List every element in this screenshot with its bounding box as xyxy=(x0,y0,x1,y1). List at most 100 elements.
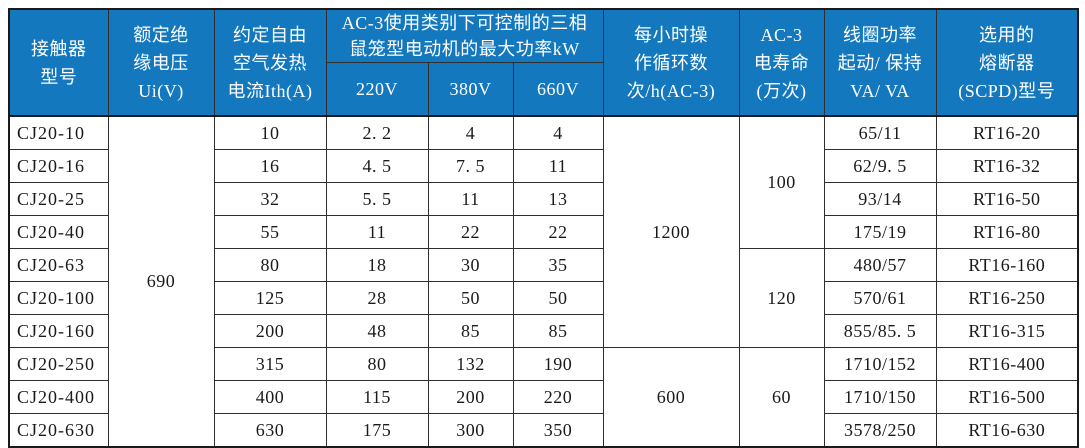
cell-power-380v: 11 xyxy=(427,182,514,216)
cell-fuse-type: RT16-630 xyxy=(935,413,1079,448)
cell-coil-power: 65/11 xyxy=(823,115,937,150)
cell-thermal-current: 630 xyxy=(213,413,327,448)
cell-model: CJ20-16 xyxy=(8,149,109,183)
cell-power-220v: 18 xyxy=(325,248,429,282)
table-body: CJ20-10 690 10 2. 2 4 4 1200 100 65/11 R… xyxy=(8,115,1079,448)
header-text-line: AC-3使用类别下可控制的三相 xyxy=(341,13,588,33)
table-row: CJ20-250 315 80 132 190 600 60 1710/152 … xyxy=(8,347,1079,448)
cell-thermal-current: 315 xyxy=(213,347,327,381)
cell-power-380v: 85 xyxy=(427,314,514,348)
cell-power-220v: 11 xyxy=(325,215,429,249)
cell-power-660v: 85 xyxy=(512,314,604,348)
table-row: CJ20-10 690 10 2. 2 4 4 1200 100 65/11 R… xyxy=(8,115,1079,448)
cell-power-660v: 350 xyxy=(512,413,604,448)
header-row-sub: 220V 380V 660V xyxy=(9,62,1078,117)
header-text-line: 线圈功率 xyxy=(843,24,918,45)
header-text-line: Ui(V) xyxy=(138,80,184,101)
cell-thermal-current: 125 xyxy=(213,281,327,315)
cell-power-220v: 175 xyxy=(325,413,429,448)
table-header: 接触器 型号 额定绝 缘电压 Ui(V) 约定自由 空气发热 电流Ith(A) … xyxy=(8,8,1079,117)
table-row: CJ20-25 32 5. 5 11 13 93/14 RT16-50 xyxy=(8,182,1079,216)
header-text-line: 额定绝 xyxy=(133,24,189,45)
header-text-line: 电寿命 xyxy=(753,52,810,73)
cell-fuse-type: RT16-50 xyxy=(935,182,1079,216)
cell-power-380v: 7. 5 xyxy=(427,149,514,183)
cell-power-220v: 80 xyxy=(325,347,429,381)
cell-model: CJ20-400 xyxy=(8,380,109,414)
cell-power-660v: 11 xyxy=(512,149,604,183)
header-text-line: (万次) xyxy=(756,80,807,101)
header-coil-power: 线圈功率 起动/ 保持 VA/ VA xyxy=(823,8,937,117)
cell-coil-power: 175/19 xyxy=(823,215,937,249)
header-thermal-current: 约定自由 空气发热 电流Ith(A) xyxy=(213,8,327,117)
cell-fuse-type: RT16-315 xyxy=(935,314,1079,348)
header-voltage-380v: 380V xyxy=(427,62,514,117)
table-row: CJ20-16 16 4. 5 7. 5 11 62/9. 5 RT16-32 xyxy=(8,149,1079,183)
table-row: CJ20-100 125 28 50 50 570/61 RT16-250 xyxy=(8,281,1079,315)
cell-coil-power: 3578/250 xyxy=(823,413,937,448)
cell-power-660v: 22 xyxy=(512,215,604,249)
header-text-line: 作循环数 xyxy=(634,52,709,73)
cell-thermal-current: 80 xyxy=(213,248,327,282)
cell-fuse-type: RT16-160 xyxy=(935,248,1079,282)
cell-power-660v: 4 xyxy=(512,115,604,150)
cell-fuse-type: RT16-400 xyxy=(935,347,1079,381)
cell-model: CJ20-10 xyxy=(8,115,109,150)
header-text-line: 空气发热 xyxy=(233,52,307,73)
cell-power-220v: 4. 5 xyxy=(325,149,429,183)
cell-fuse-type: RT16-250 xyxy=(935,281,1079,315)
cell-coil-power: 1710/152 xyxy=(823,347,937,381)
cell-thermal-current: 10 xyxy=(213,115,327,150)
cell-power-380v: 22 xyxy=(427,215,514,249)
cell-model: CJ20-25 xyxy=(8,182,109,216)
cell-power-660v: 50 xyxy=(512,281,604,315)
cell-power-660v: 190 xyxy=(512,347,604,381)
header-text-line: 次/h(AC-3) xyxy=(626,80,716,101)
cell-operating-cycles: 600 xyxy=(602,347,740,448)
cell-power-380v: 300 xyxy=(427,413,514,448)
cell-electrical-life: 100 xyxy=(738,115,825,249)
cell-coil-power: 480/57 xyxy=(823,248,937,282)
table-row: CJ20-160 200 48 85 85 855/85. 5 RT16-315 xyxy=(8,314,1079,348)
header-rated-insulation-voltage: 额定绝 缘电压 Ui(V) xyxy=(107,8,215,117)
header-ac3-electrical-life: AC-3 电寿命 (万次) xyxy=(738,8,825,117)
table-row: CJ20-400 400 115 200 220 1710/150 RT16-5… xyxy=(8,380,1079,414)
cell-fuse-type: RT16-80 xyxy=(935,215,1079,249)
cell-power-380v: 4 xyxy=(427,115,514,150)
cell-coil-power: 1710/150 xyxy=(823,380,937,414)
cell-fuse-type: RT16-32 xyxy=(935,149,1079,183)
cell-power-220v: 5. 5 xyxy=(325,182,429,216)
contactor-spec-table: 接触器 型号 额定绝 缘电压 Ui(V) 约定自由 空气发热 电流Ith(A) … xyxy=(8,8,1080,448)
cell-power-380v: 200 xyxy=(427,380,514,414)
cell-thermal-current: 55 xyxy=(213,215,327,249)
cell-power-380v: 132 xyxy=(427,347,514,381)
header-text-line: (SCPD)型号 xyxy=(958,80,1056,101)
header-text-line: 型号 xyxy=(40,66,78,87)
header-text-line: AC-3 xyxy=(760,24,803,45)
cell-electrical-life: 120 xyxy=(738,248,825,348)
cell-fuse-type: RT16-20 xyxy=(935,115,1079,150)
cell-power-220v: 115 xyxy=(325,380,429,414)
cell-model: CJ20-40 xyxy=(8,215,109,249)
cell-power-380v: 50 xyxy=(427,281,514,315)
cell-power-380v: 30 xyxy=(427,248,514,282)
header-contactor-model: 接触器 型号 xyxy=(8,8,109,117)
header-row-top: 接触器 型号 额定绝 缘电压 Ui(V) 约定自由 空气发热 电流Ith(A) … xyxy=(8,8,1079,117)
header-text-line: 接触器 xyxy=(31,38,87,59)
cell-thermal-current: 16 xyxy=(213,149,327,183)
cell-power-660v: 35 xyxy=(512,248,604,282)
header-text-line: 缘电压 xyxy=(133,52,189,73)
cell-power-660v: 220 xyxy=(512,380,604,414)
cell-electrical-life: 60 xyxy=(738,347,825,448)
cell-model: CJ20-63 xyxy=(8,248,109,282)
cell-thermal-current: 200 xyxy=(213,314,327,348)
cell-thermal-current: 400 xyxy=(213,380,327,414)
header-text-line: 约定自由 xyxy=(233,24,307,45)
cell-power-660v: 13 xyxy=(512,182,604,216)
header-text-line: 鼠笼型电动机的最大功率kW xyxy=(349,39,580,59)
cell-model: CJ20-250 xyxy=(8,347,109,381)
header-text-line: 起动/ 保持 xyxy=(837,52,923,73)
header-text-line: 每小时操 xyxy=(634,24,709,45)
cell-thermal-current: 32 xyxy=(213,182,327,216)
